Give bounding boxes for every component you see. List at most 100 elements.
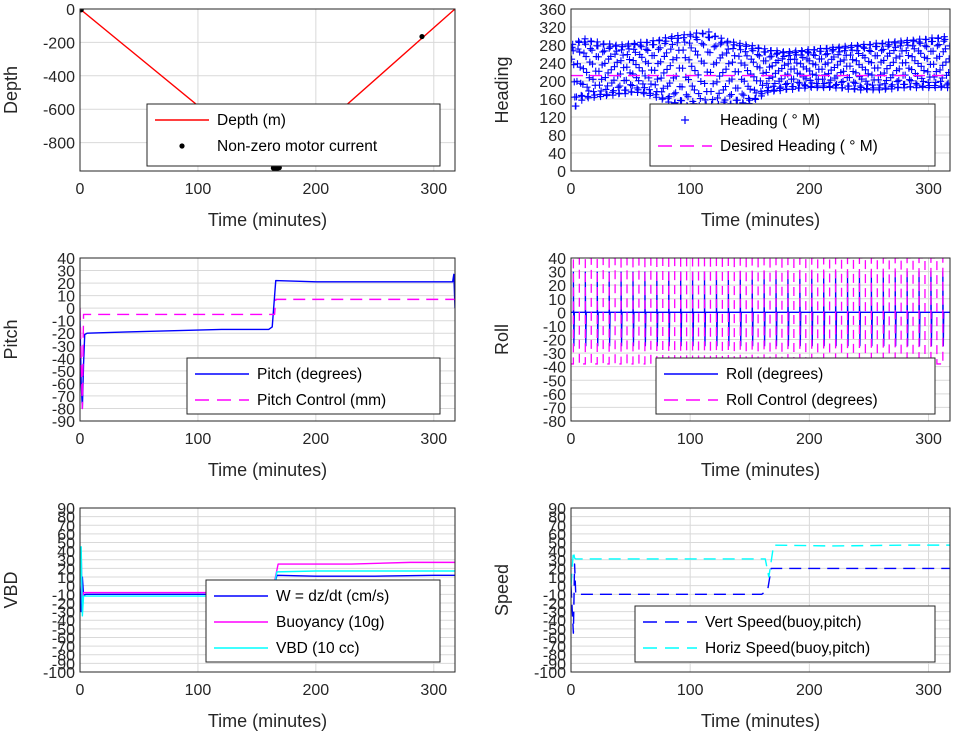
y-tick-label: 80 (548, 128, 566, 145)
y-axis-label: Pitch (1, 319, 21, 359)
chart-heading: 0 100 200 30004080120160200240280320360Time… (492, 2, 951, 230)
x-tick-label: 300 (420, 181, 447, 198)
legend-label: Horiz Speed(buoy,pitch) (705, 640, 870, 657)
y-tick-label: 240 (539, 56, 566, 73)
y-tick-label: -50 (52, 364, 75, 381)
y-tick-label: -70 (543, 400, 566, 417)
y-tick-label: -100 (43, 665, 75, 682)
y-tick-label: -90 (52, 414, 75, 431)
y-tick-label: -10 (52, 587, 75, 604)
y-tick-label: -50 (52, 622, 75, 639)
legend-label: Heading ( ° M) (720, 112, 820, 129)
y-tick-label: -10 (52, 314, 75, 331)
axes-frame (570, 8, 951, 172)
y-tick-label: 40 (548, 146, 566, 163)
legend: Pitch (degrees) Pitch Control (mm) (186, 357, 441, 415)
y-tick-label: -20 (543, 596, 566, 613)
legend: W = dz/dt (cm/s) Buoyancy (10g) VBD (10 cc… (205, 579, 441, 663)
y-tick-label: 80 (57, 510, 75, 527)
x-axis-label: Time (minutes) (701, 210, 820, 230)
y-tick-label: 0 (557, 579, 566, 596)
y-tick-label: 30 (548, 265, 566, 282)
y-tick-label: 10 (548, 292, 566, 309)
y-tick-label: 30 (57, 264, 75, 281)
y-tick-label: 360 (539, 2, 566, 19)
y-tick-label: 20 (548, 561, 566, 578)
y-tick-label: 70 (57, 518, 75, 535)
legend-label: Vert Speed(buoy,pitch) (705, 614, 862, 631)
y-tick-label: -60 (52, 630, 75, 647)
y-tick-label: -100 (534, 665, 566, 682)
y-tick-label: 40 (57, 544, 75, 561)
y-tick-label: 10 (548, 570, 566, 587)
y-tick-label: -60 (52, 376, 75, 393)
y-tick-label: -10 (543, 587, 566, 604)
axes-frame (570, 507, 951, 673)
y-tick-label: -90 (52, 656, 75, 673)
legend: Heading ( ° M) Desired Heading ( ° M) (649, 103, 936, 167)
y-tick-label: 30 (57, 553, 75, 570)
axes-frame (570, 257, 951, 422)
y-tick-label: 50 (548, 536, 566, 553)
legend-label: Buoyancy (10g) (276, 614, 385, 631)
x-tick-label: 0 (76, 181, 85, 198)
series-group (571, 28, 950, 112)
y-tick-label: -50 (543, 373, 566, 390)
y-tick-label: 200 (539, 74, 566, 91)
y-tick-label: 280 (539, 38, 566, 55)
y-tick-label: -60 (543, 630, 566, 647)
x-tick-label: 100 (185, 682, 212, 699)
data-point (419, 33, 425, 40)
series-speed-0 (571, 563, 950, 634)
y-tick-label: 60 (57, 527, 75, 544)
series-speed-1 (571, 544, 950, 586)
y-tick-label: 90 (548, 501, 566, 518)
x-tick-label: 200 (796, 682, 823, 699)
x-tick-label: 200 (302, 431, 329, 448)
y-tick-label: 10 (57, 289, 75, 306)
y-tick-label: -10 (543, 319, 566, 336)
y-tick-label: -200 (43, 35, 75, 52)
y-tick-label: -20 (52, 326, 75, 343)
legend-label: Desired Heading ( ° M) (720, 138, 878, 155)
y-tick-label: -30 (52, 605, 75, 622)
y-tick-label: -70 (52, 389, 75, 406)
legend: Vert Speed(buoy,pitch) Horiz Speed(buoy,p… (634, 605, 936, 663)
x-axis-label: Time (minutes) (208, 711, 327, 731)
x-tick-label: 100 (677, 181, 704, 198)
y-tick-label: 80 (548, 510, 566, 527)
y-tick-label: 20 (57, 561, 75, 578)
y-tick-label: -20 (543, 333, 566, 350)
y-tick-label: -40 (543, 613, 566, 630)
y-tick-label: -40 (52, 613, 75, 630)
x-tick-label: 300 (420, 682, 447, 699)
x-axis-label: Time (minutes) (701, 460, 820, 480)
legend-label: Roll Control (degrees) (726, 392, 878, 409)
legend: Depth (m) Non-zero motor current (146, 103, 441, 167)
y-tick-label: 20 (548, 278, 566, 295)
y-tick-label: 0 (66, 301, 75, 318)
y-tick-label: -80 (52, 648, 75, 665)
y-tick-label: 320 (539, 20, 566, 37)
y-tick-label: -80 (543, 414, 566, 431)
x-tick-label: 200 (796, 181, 823, 198)
x-tick-label: 100 (185, 431, 212, 448)
y-tick-label: -80 (52, 401, 75, 418)
legend-label: VBD (10 cc) (276, 640, 360, 657)
x-tick-label: 0 (76, 682, 85, 699)
x-tick-label: 300 (420, 431, 447, 448)
axes-frame (79, 8, 456, 172)
x-axis-label: Time (minutes) (701, 711, 820, 731)
x-tick-label: 0 (567, 431, 576, 448)
y-tick-label: -400 (43, 69, 75, 86)
y-tick-label: 70 (548, 518, 566, 535)
y-tick-label: 90 (57, 501, 75, 518)
x-axis-label: Time (minutes) (208, 460, 327, 480)
legend-marker (179, 143, 185, 149)
legend-label: Non-zero motor current (217, 138, 378, 155)
y-tick-label: 10 (57, 570, 75, 587)
y-tick-label: 60 (548, 527, 566, 544)
y-tick-label: -30 (52, 339, 75, 356)
legend-marker (681, 116, 689, 124)
